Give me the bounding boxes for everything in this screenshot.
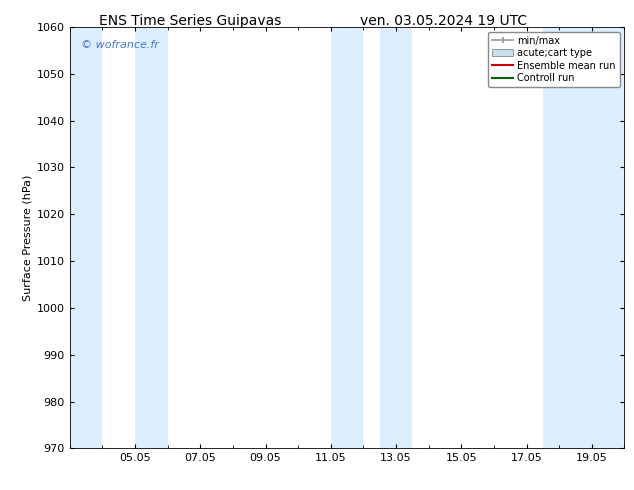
Bar bbox=[380, 27, 412, 448]
Bar bbox=[135, 27, 167, 448]
Text: ENS Time Series Guipavas: ENS Time Series Guipavas bbox=[99, 14, 281, 28]
Text: © wofrance.fr: © wofrance.fr bbox=[81, 40, 158, 49]
Bar bbox=[70, 27, 102, 448]
Legend: min/max, acute;cart type, Ensemble mean run, Controll run: min/max, acute;cart type, Ensemble mean … bbox=[488, 32, 619, 87]
Bar bbox=[331, 27, 363, 448]
Y-axis label: Surface Pressure (hPa): Surface Pressure (hPa) bbox=[23, 174, 32, 301]
Bar bbox=[543, 27, 624, 448]
Text: ven. 03.05.2024 19 UTC: ven. 03.05.2024 19 UTC bbox=[360, 14, 527, 28]
